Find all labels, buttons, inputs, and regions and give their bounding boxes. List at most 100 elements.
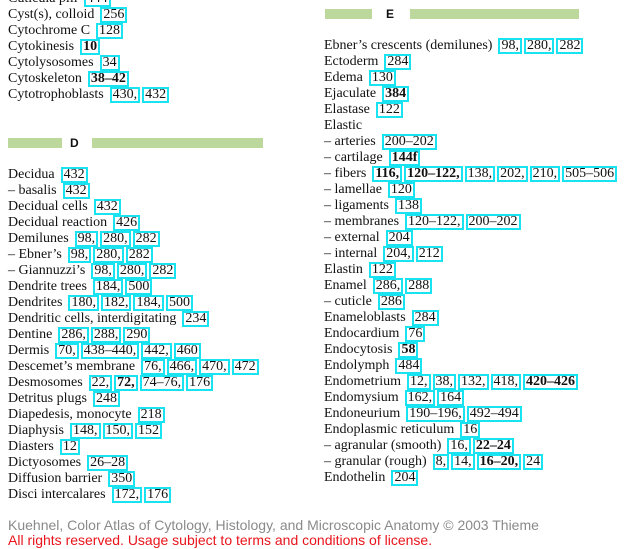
page-link[interactable]: 184 [92, 279, 124, 295]
page-link[interactable]: 282 [556, 38, 584, 54]
page-link[interactable]: 288 [405, 278, 433, 294]
page-link[interactable]: 176 [144, 487, 172, 503]
page-link[interactable]: 74–76 [139, 375, 185, 391]
page-link[interactable]: 432 [62, 183, 90, 199]
page-link[interactable]: 122 [375, 102, 403, 118]
page-link[interactable]: 384 [382, 86, 410, 102]
page-link[interactable]: 24 [523, 454, 544, 470]
page-link[interactable]: 122 [368, 262, 396, 278]
page-link[interactable]: 432 [142, 87, 170, 103]
page-link[interactable]: 430 [109, 87, 141, 103]
page-link[interactable]: 282 [149, 263, 177, 279]
page-link[interactable]: 200–202 [381, 134, 437, 150]
page-link[interactable]: 212 [415, 246, 443, 262]
page-link[interactable]: 162 [404, 390, 436, 406]
page-link[interactable]: 432 [60, 167, 88, 183]
page-link[interactable]: 180 [68, 295, 99, 311]
page-link[interactable]: 22 [88, 375, 113, 391]
page-link[interactable]: 14 [451, 454, 475, 470]
page-link[interactable]: 444 [83, 0, 111, 7]
page-link[interactable]: 256 [100, 7, 128, 23]
page-link[interactable]: 282 [125, 247, 153, 263]
page-link[interactable]: 280 [100, 231, 131, 247]
page-link[interactable]: 76 [141, 359, 165, 375]
page-link[interactable]: 466 [166, 359, 198, 375]
page-link[interactable]: 290 [123, 327, 151, 343]
page-link[interactable]: 288 [90, 327, 122, 343]
page-link[interactable]: 426 [113, 215, 141, 231]
page-link[interactable]: 70 [55, 343, 79, 359]
page-link[interactable]: 442 [141, 343, 172, 359]
page-link[interactable]: 34 [99, 55, 120, 71]
page-link[interactable]: 138 [394, 198, 422, 214]
page-link[interactable]: 418 [490, 374, 521, 390]
page-link[interactable]: 282 [132, 231, 160, 247]
page-link[interactable]: 76 [405, 326, 426, 342]
page-link[interactable]: 280 [523, 38, 555, 54]
page-link[interactable]: 10 [80, 39, 101, 55]
page-link[interactable]: 500 [125, 279, 153, 295]
page-link[interactable]: 184 [133, 295, 164, 311]
page-link[interactable]: 470 [199, 359, 230, 375]
page-link[interactable]: 120 [387, 182, 415, 198]
page-link[interactable]: 204 [391, 470, 419, 486]
page-link[interactable]: 72 [114, 375, 138, 391]
page-link[interactable]: 176 [186, 375, 214, 391]
page-link[interactable]: 164 [437, 390, 465, 406]
page-link[interactable]: 98 [91, 263, 115, 279]
page-link[interactable]: 210 [529, 166, 561, 182]
page-link[interactable]: 248 [92, 391, 120, 407]
page-link[interactable]: 172 [111, 487, 143, 503]
page-link[interactable]: 8 [432, 454, 450, 470]
page-link[interactable]: 190–196 [406, 406, 465, 422]
page-link[interactable]: 280 [93, 247, 124, 263]
page-link[interactable]: 12 [59, 439, 80, 455]
page-link[interactable]: 130 [368, 70, 396, 86]
page-link[interactable]: 420–426 [523, 374, 578, 390]
page-link[interactable]: 204 [385, 230, 413, 246]
page-link[interactable]: 98 [67, 247, 92, 263]
page-link[interactable]: 438–440 [80, 343, 140, 359]
page-link[interactable]: 500 [165, 295, 193, 311]
page-link[interactable]: 200–202 [465, 214, 521, 230]
page-link[interactable]: 12 [407, 374, 431, 390]
page-link[interactable]: 16–20 [476, 454, 522, 470]
page-link[interactable]: 218 [137, 407, 165, 423]
page-link[interactable]: 26–28 [87, 455, 129, 471]
page-link[interactable]: 286 [58, 327, 89, 343]
page-link[interactable]: 148 [70, 423, 101, 439]
page-link[interactable]: 286 [372, 278, 404, 294]
page-link[interactable]: 204 [383, 246, 414, 262]
page-link[interactable]: 150 [102, 423, 133, 439]
page-link[interactable]: 432 [93, 199, 121, 215]
page-link[interactable]: 472 [231, 359, 259, 375]
page-link[interactable]: 460 [173, 343, 201, 359]
page-link[interactable]: 144f [388, 150, 421, 166]
page-link[interactable]: 58 [398, 342, 419, 358]
page-link[interactable]: 202 [497, 166, 528, 182]
page-link[interactable]: 484 [395, 358, 423, 374]
page-link[interactable]: 120–122 [405, 214, 464, 230]
page-link[interactable]: 38–42 [87, 71, 129, 87]
page-link[interactable]: 22–24 [472, 438, 514, 454]
page-link[interactable]: 38 [432, 374, 456, 390]
page-link[interactable]: 284 [384, 54, 412, 70]
page-link[interactable]: 182 [100, 295, 132, 311]
page-link[interactable]: 492–494 [466, 406, 522, 422]
page-link[interactable]: 350 [108, 471, 136, 487]
page-link[interactable]: 234 [182, 311, 210, 327]
page-link[interactable]: 132 [458, 374, 489, 390]
page-link[interactable]: 128 [96, 23, 124, 39]
page-link[interactable]: 284 [411, 310, 439, 326]
page-link[interactable]: 116 [372, 166, 403, 182]
page-link[interactable]: 98 [74, 231, 99, 247]
page-link[interactable]: 16 [447, 438, 471, 454]
page-link[interactable]: 98 [498, 38, 522, 54]
page-link[interactable]: 280 [116, 263, 148, 279]
page-link[interactable]: 505–506 [562, 166, 618, 182]
page-link[interactable]: 120–122 [404, 166, 463, 182]
page-link[interactable]: 138 [464, 166, 496, 182]
page-link[interactable]: 286 [377, 294, 405, 310]
page-link[interactable]: 152 [135, 423, 162, 439]
page-link[interactable]: 16 [460, 422, 481, 438]
